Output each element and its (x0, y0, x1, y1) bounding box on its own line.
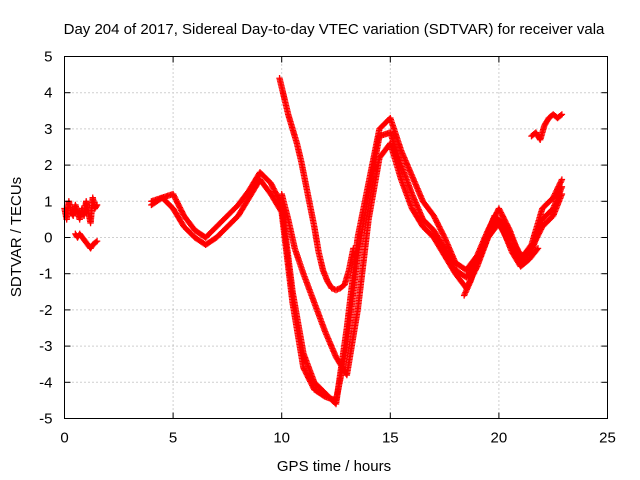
data-point (466, 279, 474, 286)
data-point (463, 286, 470, 293)
x-tick-label: 20 (491, 430, 508, 447)
y-tick-label: 3 (44, 121, 52, 138)
y-tick-label: -1 (39, 266, 52, 283)
y-tick-label: 1 (44, 193, 52, 210)
y-tick-label: -2 (39, 302, 52, 319)
x-axis-label: GPS time / hours (277, 458, 391, 475)
data-point (462, 289, 469, 296)
data-point (533, 246, 541, 253)
series-high-arc (276, 75, 357, 294)
data-point (350, 245, 357, 252)
chart-title: Day 204 of 2017, Sidereal Day-to-day VTE… (64, 21, 605, 38)
data-point (464, 284, 471, 292)
y-tick-label: 0 (44, 230, 52, 247)
data-point (558, 190, 566, 198)
data-point (558, 183, 566, 191)
data-point (92, 238, 100, 246)
axis-ticks (64, 56, 608, 419)
data-point (93, 202, 100, 210)
x-tick-label: 0 (60, 430, 68, 447)
x-tick-label: 5 (169, 430, 177, 447)
data-point (464, 283, 472, 290)
data-point (460, 292, 468, 299)
x-tick-label: 15 (382, 430, 399, 447)
y-tick-label: -5 (39, 411, 52, 428)
series-track-b (148, 129, 566, 404)
data-point (462, 287, 470, 295)
series-early-dip (72, 230, 101, 252)
data-point (557, 179, 564, 186)
data-point (550, 193, 558, 200)
data-point (461, 290, 468, 298)
data-point (534, 245, 542, 252)
data-point (557, 112, 565, 119)
data-point (558, 176, 566, 183)
grid (64, 56, 608, 419)
x-tick-label: 10 (273, 430, 290, 447)
data-point (558, 177, 565, 185)
y-axis-label: SDTVAR / TECUs (8, 177, 25, 297)
y-tick-label: 4 (44, 85, 52, 102)
tick-labels: 0 5 10 15 20 25 -5 -4 -3 -2 -1 0 1 2 3 4 5 (39, 49, 616, 447)
data-point (466, 280, 473, 288)
data-points (61, 75, 566, 408)
data-point (93, 237, 101, 245)
x-tick-label: 25 (599, 430, 616, 447)
y-tick-label: -3 (39, 338, 52, 355)
y-tick-label: 2 (44, 157, 52, 174)
plot-frame (64, 56, 608, 419)
data-point (465, 282, 472, 289)
series-late-lower (460, 212, 542, 299)
y-tick-label: 5 (44, 49, 52, 66)
data-point (550, 194, 557, 201)
series-early-cluster (61, 194, 101, 227)
data-point (93, 201, 101, 209)
y-tick-label: -4 (39, 374, 52, 391)
series-late-upper (528, 111, 566, 143)
data-point (558, 111, 566, 118)
